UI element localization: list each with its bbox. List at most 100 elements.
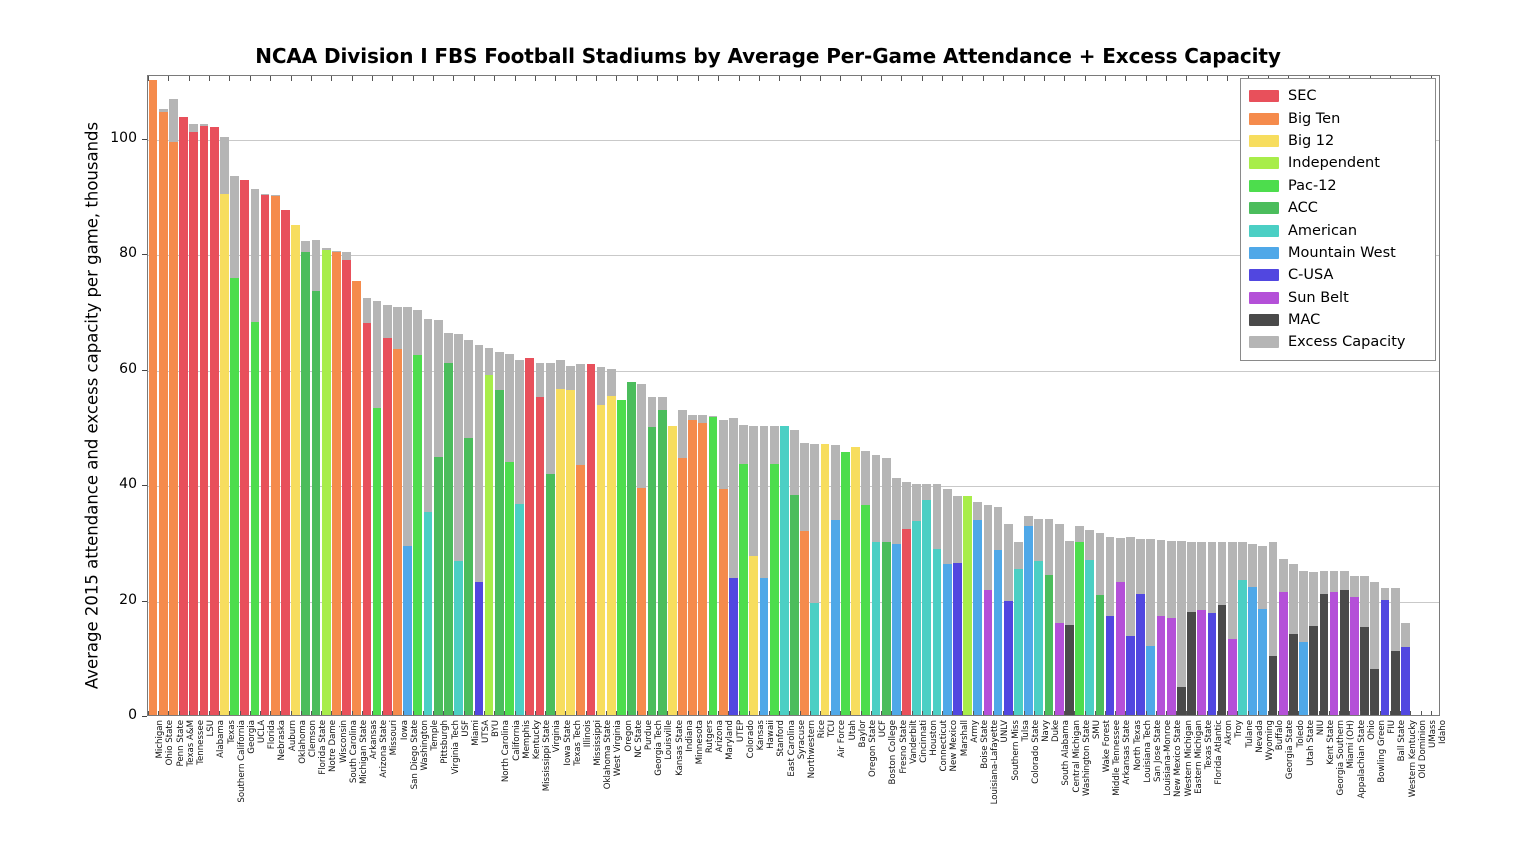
legend-item-big-ten[interactable]: Big Ten xyxy=(1249,107,1427,129)
minor-tick xyxy=(443,711,445,715)
bar-segment-excess xyxy=(993,507,1003,551)
legend-item-c-usa[interactable]: C-USA xyxy=(1249,264,1427,286)
legend-item-big-12[interactable]: Big 12 xyxy=(1249,130,1427,152)
y-tick-mark xyxy=(142,485,147,486)
x-tick-label: Idaho xyxy=(1438,720,1449,744)
bar-segment-attendance xyxy=(1166,617,1176,715)
minor-tick xyxy=(1196,711,1198,715)
bar-georgia-state xyxy=(1278,559,1288,715)
bar-segment-excess xyxy=(1227,542,1237,639)
minor-tick xyxy=(1227,711,1229,715)
legend-item-mountain-west[interactable]: Mountain West xyxy=(1249,242,1427,264)
bar-segment-excess xyxy=(158,109,168,112)
legend-item-excess-capacity[interactable]: Excess Capacity xyxy=(1249,331,1427,353)
bar-segment-excess xyxy=(555,359,565,389)
bar-indiana xyxy=(678,409,687,715)
legend-item-sec[interactable]: SEC xyxy=(1249,85,1427,107)
minor-tick xyxy=(361,711,363,715)
bar-segment-excess xyxy=(1003,524,1013,601)
legend-item-independent[interactable]: Independent xyxy=(1249,152,1427,174)
minor-tick xyxy=(657,76,659,81)
minor-tick xyxy=(942,711,944,715)
minor-tick xyxy=(942,76,944,81)
x-tick-label: Middle Tennessee xyxy=(1112,720,1123,796)
legend-item-mac[interactable]: MAC xyxy=(1249,309,1427,331)
legend-label: Independent xyxy=(1288,155,1380,172)
bar-kentucky xyxy=(525,358,535,715)
bar-segment-excess xyxy=(209,126,219,128)
bar-ohio xyxy=(1360,576,1369,715)
bar-segment-excess xyxy=(678,409,687,459)
x-tick-label: Marshall xyxy=(959,720,970,757)
legend-item-american[interactable]: American xyxy=(1249,219,1427,241)
minor-tick xyxy=(758,711,760,715)
bar-segment-excess xyxy=(1126,537,1135,637)
y-tick-mark xyxy=(142,138,147,140)
legend-label: ACC xyxy=(1288,200,1318,217)
bar-segment-excess xyxy=(881,458,891,542)
bar-segment-attendance xyxy=(902,529,911,715)
bar-tulane xyxy=(1238,541,1247,715)
bar-segment-attendance xyxy=(158,111,168,715)
bar-segment-excess xyxy=(688,414,698,420)
bar-segment-attendance xyxy=(993,550,1003,715)
bar-segment-attendance xyxy=(1136,593,1146,715)
bar-segment-attendance xyxy=(270,195,280,715)
bar-segment-attendance xyxy=(1319,593,1329,715)
bar-segment-excess xyxy=(1207,541,1217,614)
bar-segment-attendance xyxy=(230,278,239,715)
minor-tick xyxy=(310,711,312,715)
minor-tick xyxy=(453,76,455,81)
bar-navy xyxy=(1034,518,1044,715)
bar-segment-attendance xyxy=(281,210,290,715)
minor-tick xyxy=(1288,711,1290,715)
bar-arizona-state xyxy=(372,300,382,715)
bar-segment-excess xyxy=(1187,541,1196,612)
bar-segment-attendance xyxy=(321,250,331,715)
bar-segment-attendance xyxy=(1329,592,1339,715)
bar-segment-attendance xyxy=(1227,638,1237,715)
x-tick-label: Mississippi State xyxy=(542,720,553,792)
legend-swatch-icon xyxy=(1249,134,1279,147)
bar-segment-attendance xyxy=(861,505,871,715)
x-tick-label: Hawaii xyxy=(766,720,777,749)
bar-segment-attendance xyxy=(372,408,382,715)
legend-item-acc[interactable]: ACC xyxy=(1249,197,1427,219)
minor-tick xyxy=(545,711,547,715)
bar-new-mexico xyxy=(942,488,952,715)
x-tick-label: Bowling Green xyxy=(1377,720,1388,783)
bar-segment-excess xyxy=(637,384,647,489)
minor-tick xyxy=(198,711,200,715)
x-tick-label: Appalachian State xyxy=(1356,720,1367,799)
minor-tick xyxy=(616,711,618,715)
legend-item-pac-12[interactable]: Pac-12 xyxy=(1249,175,1427,197)
legend-item-sun-belt[interactable]: Sun Belt xyxy=(1249,287,1427,309)
bar-segment-attendance xyxy=(494,390,504,715)
bar-segment-attendance xyxy=(769,463,779,715)
bar-western-michigan xyxy=(1177,540,1186,715)
x-tick-label: Minnesota xyxy=(694,720,705,765)
minor-tick xyxy=(738,76,740,81)
x-tick-label: Notre Dame xyxy=(328,720,339,772)
bar-florida-atlantic xyxy=(1207,541,1217,715)
minor-tick xyxy=(1084,76,1086,81)
bar-segment-attendance xyxy=(179,117,188,715)
bar-segment-excess xyxy=(657,397,667,410)
bar-segment-excess xyxy=(708,415,718,418)
x-tick-label: Michigan State xyxy=(358,720,369,785)
bar-segment-attendance xyxy=(647,427,657,715)
legend[interactable]: SEC Big Ten Big 12 Independent Pac-12 ACC Amer… xyxy=(1240,78,1436,361)
bar-segment-excess xyxy=(1299,570,1308,642)
bar-segment-excess xyxy=(342,251,351,260)
minor-tick xyxy=(870,711,872,715)
bar-segment-excess xyxy=(749,425,759,557)
x-tick-label: Ball State xyxy=(1397,720,1408,762)
minor-tick xyxy=(555,711,557,715)
bar-segment-attendance xyxy=(779,426,789,715)
bar-miami xyxy=(464,339,474,715)
x-tick-label: Ohio State xyxy=(165,720,176,766)
x-tick-label: Indiana xyxy=(684,720,695,752)
minor-tick xyxy=(758,76,760,81)
bar-segment-excess xyxy=(1278,559,1288,592)
bar-segment-excess xyxy=(169,99,178,143)
